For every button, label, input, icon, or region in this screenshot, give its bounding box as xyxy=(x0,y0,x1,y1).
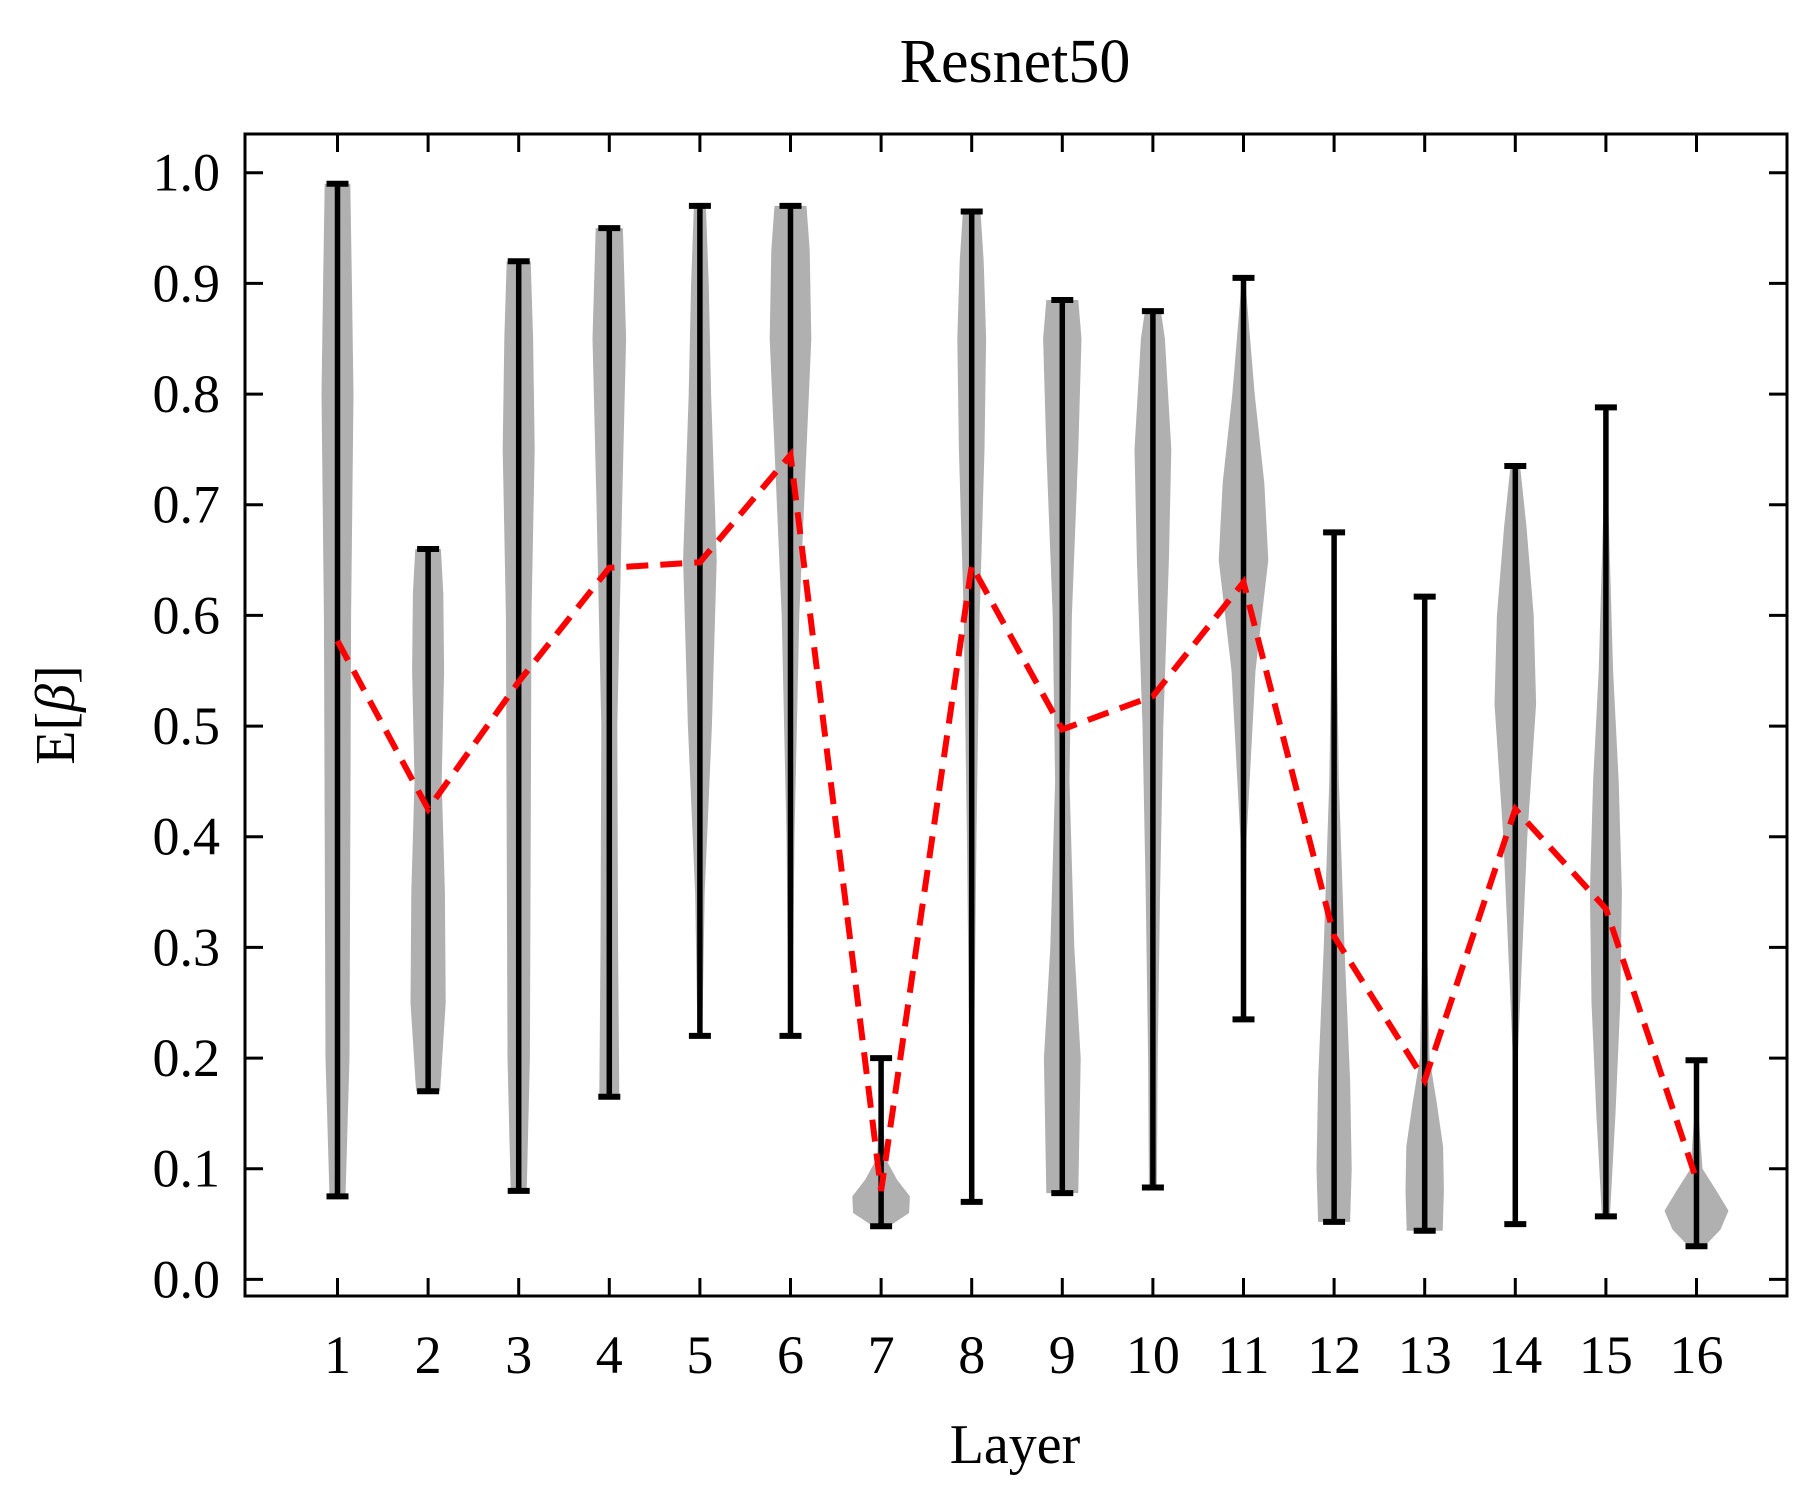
mean-line-layer xyxy=(334,447,1700,1192)
range-bar xyxy=(1141,308,1164,1191)
range-bar xyxy=(1504,463,1527,1228)
x-axis-ticks: 1 2 3 4 5 6 7 8 9 10 11 12 13 14 15 16 xyxy=(324,134,1724,1385)
x-tick-label: 9 xyxy=(1049,1325,1076,1385)
x-tick-label: 14 xyxy=(1488,1325,1542,1385)
chart-title: Resnet50 xyxy=(900,28,1131,96)
y-tick-label: 0.5 xyxy=(153,696,221,756)
y-tick-label: 0.9 xyxy=(153,253,221,313)
x-tick-label: 6 xyxy=(777,1325,804,1385)
x-tick-label: 13 xyxy=(1398,1325,1452,1385)
range-bar xyxy=(1232,274,1255,1023)
range-bar xyxy=(417,546,440,1095)
range-bars-layer xyxy=(326,180,1708,1250)
y-tick-label: 0.7 xyxy=(153,475,221,535)
x-tick-label: 5 xyxy=(686,1325,713,1385)
x-tick-label: 4 xyxy=(596,1325,623,1385)
plot-frame xyxy=(243,132,1789,1298)
x-tick-label: 15 xyxy=(1579,1325,1633,1385)
x-tick-label: 8 xyxy=(958,1325,985,1385)
range-bar xyxy=(779,202,802,1039)
y-tick-label: 0.0 xyxy=(153,1249,221,1309)
range-bar xyxy=(870,1055,893,1230)
y-tick-label: 0.3 xyxy=(153,917,221,977)
y-tick-label: 0.1 xyxy=(153,1139,221,1199)
x-tick-label: 7 xyxy=(868,1325,895,1385)
range-bar xyxy=(507,258,530,1194)
range-bar xyxy=(1594,404,1617,1220)
x-tick-label: 3 xyxy=(505,1325,532,1385)
range-bar xyxy=(1413,593,1436,1234)
range-bar xyxy=(1323,529,1346,1225)
x-tick-label: 11 xyxy=(1218,1325,1270,1385)
y-tick-label: 1.0 xyxy=(153,143,221,203)
y-tick-label: 0.2 xyxy=(153,1028,221,1088)
range-bar xyxy=(1051,297,1074,1197)
y-tick-label: 0.8 xyxy=(153,364,221,424)
range-bar xyxy=(326,180,349,1200)
y-tick-label: 0.6 xyxy=(153,585,221,645)
range-bar xyxy=(598,225,621,1100)
y-axis-ticks: 0.0 0.1 0.2 0.3 0.4 0.5 0.6 0.7 0.8 0.9 1.0 xyxy=(153,143,1787,1309)
range-bar xyxy=(688,202,711,1039)
x-tick-label: 12 xyxy=(1307,1325,1361,1385)
range-bar xyxy=(960,208,983,1205)
x-tick-label: 10 xyxy=(1126,1325,1180,1385)
x-tick-label: 16 xyxy=(1670,1325,1724,1385)
x-tick-label: 1 xyxy=(324,1325,351,1385)
range-bar xyxy=(1685,1057,1708,1250)
x-tick-label: 2 xyxy=(415,1325,442,1385)
mean-line xyxy=(334,447,1700,1192)
x-axis-label: Layer xyxy=(950,1414,1081,1476)
y-tick-label: 0.4 xyxy=(153,807,221,867)
y-axis-label: E[β] xyxy=(25,665,87,764)
